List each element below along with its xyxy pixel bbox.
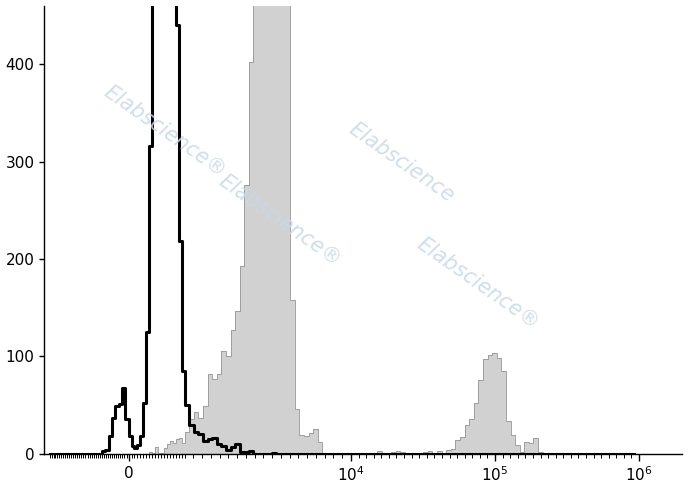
- Text: Elabscience®: Elabscience®: [215, 171, 345, 270]
- Text: Elabscience: Elabscience: [345, 119, 458, 206]
- Text: Elabscience®: Elabscience®: [413, 234, 543, 333]
- Text: Elabscience®: Elabscience®: [100, 81, 230, 181]
